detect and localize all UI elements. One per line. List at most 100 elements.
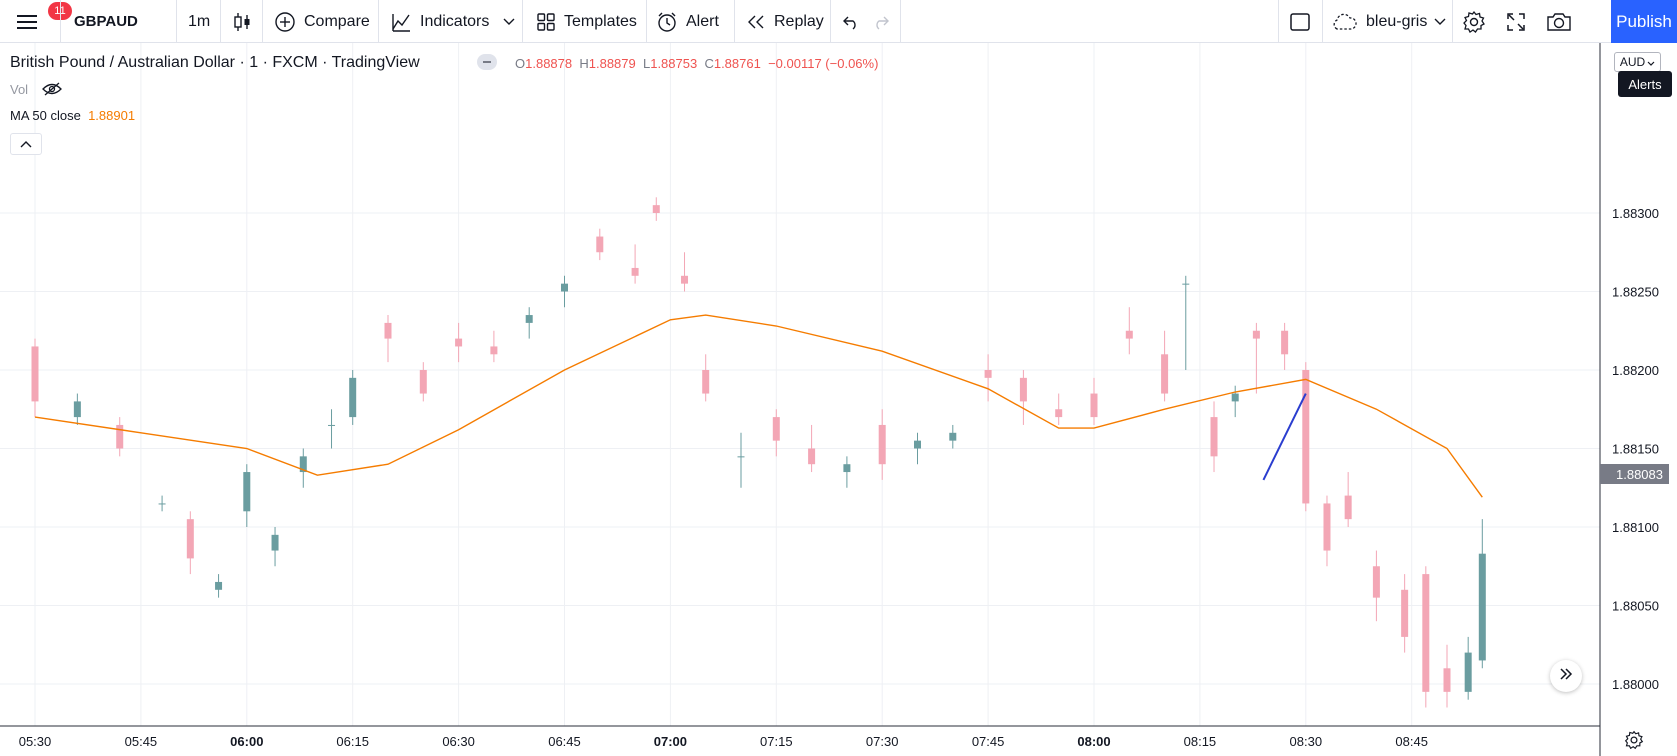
layout-name: bleu-gris [1366,12,1428,30]
candle-body [525,315,533,323]
gear-icon [1462,10,1486,34]
price-scale[interactable]: 1.88300 1.88250 1.88200 1.88150 1.88100 1.880… [1612,206,1659,756]
candle-body [808,448,816,465]
chart-grid [0,43,1600,726]
toolbar-divider [60,0,61,43]
time-scale[interactable]: 05:30 05:45 06:00 06:15 06:30 06:45 07:00 07:15… [19,734,1428,749]
gear-icon [1624,730,1644,754]
time-label: 06:00 [230,734,263,749]
time-label: 07:00 [654,734,687,749]
toolbar-divider [830,0,831,43]
open-value: 1.88878 [525,56,573,71]
candle-body [1090,393,1098,418]
indicators-icon [390,11,412,33]
toolbar-divider [734,0,735,43]
ma-value: 1.88901 [88,108,136,123]
candle-body [681,275,689,284]
price-label: 1.88100 [1612,520,1659,535]
candle-body [349,377,357,418]
time-label: 08:15 [1184,734,1217,749]
time-label: 08:00 [1077,734,1110,749]
candle-body [1281,330,1289,355]
indicators-label: Indicators [420,12,490,30]
candle-body [1210,417,1218,457]
price-label: 1.88050 [1612,599,1659,614]
time-label: 07:15 [760,734,793,749]
currency-selector[interactable]: AUD [1614,52,1661,72]
volume-label: Vol [10,82,29,97]
high-value: 1.88879 [588,56,636,71]
indicators-dropdown[interactable] [503,0,515,43]
hamburger-menu-icon [16,13,38,31]
toolbar-divider [220,0,221,43]
trend-line-drawing[interactable] [1262,393,1307,481]
snapshot-button[interactable] [1546,0,1572,43]
templates-button[interactable]: Templates [536,0,637,43]
time-label: 08:45 [1395,734,1428,749]
time-label: 06:45 [548,734,581,749]
toolbar-divider [262,0,263,43]
price-label: 1.88300 [1612,206,1659,221]
candle-body [299,456,307,473]
main-menu-button[interactable]: 11 [16,0,72,43]
candle-body [652,205,660,213]
replay-label: Replay [774,12,824,30]
redo-button[interactable] [872,0,890,43]
candle-body [73,401,81,418]
candle-body [1252,330,1260,339]
publish-button[interactable]: Publish [1611,0,1677,43]
compare-label: Compare [304,12,370,30]
collapse-legend-button[interactable] [10,133,42,155]
scale-settings-button[interactable] [1624,730,1646,752]
ma-legend[interactable]: MA 50 close 1.88901 [10,108,135,123]
time-label: 08:30 [1290,734,1323,749]
last-price-tag: 1.88083 [1600,464,1669,484]
candle-body [1019,377,1027,402]
scroll-to-realtime-button[interactable] [1550,660,1582,692]
eye-hidden-icon[interactable] [41,82,62,99]
candle-body [1422,574,1430,692]
volume-legend[interactable]: Vol [10,82,62,99]
candle-body [596,236,604,253]
candle-body [455,338,463,347]
settings-button[interactable] [1462,0,1486,43]
candles-icon [232,11,252,33]
close-value: 1.88761 [713,56,761,71]
candle-body [1182,283,1190,285]
layout-dropdown[interactable] [1434,0,1446,43]
toolbar-divider [378,0,379,43]
candle-body [984,370,992,378]
alert-button[interactable]: Alert [656,0,719,43]
candle-body [384,322,392,339]
candle-body [1478,553,1486,661]
fullscreen-button[interactable] [1506,0,1526,43]
fullscreen-toggle-button[interactable] [1289,0,1311,43]
chevron-down-icon [1434,18,1446,26]
price-label: 1.88000 [1612,677,1659,692]
symbol-title[interactable]: British Pound / Australian Dollar · 1 · … [10,54,420,71]
alert-label: Alert [686,12,719,30]
candle-body [843,464,851,473]
plus-circle-icon [274,11,296,33]
replay-button[interactable]: Replay [746,0,824,43]
price-label: 1.88200 [1612,363,1659,378]
layout-button[interactable]: bleu-gris [1330,0,1427,43]
indicators-button[interactable]: Indicators [390,0,489,43]
undo-button[interactable] [842,0,860,43]
price-chart[interactable]: 1.88300 1.88250 1.88200 1.88150 1.88100 1.880… [0,43,1677,756]
chevron-down-icon [1647,55,1655,69]
candle-body [1302,370,1310,504]
low-value: 1.88753 [650,56,698,71]
symbol-search-button[interactable]: GBPAUD [74,13,138,30]
double-chevron-right-icon [1559,667,1573,685]
market-status-pill[interactable] [477,54,497,70]
ma-label: MA 50 close [10,108,81,123]
candle-body [949,432,957,441]
candle-body [1401,589,1409,637]
ohlc-values: O1.88878 H1.88879 L1.88753 C1.88761 −0.0… [515,56,878,71]
interval-button[interactable]: 1m [188,12,211,30]
candle-body [1125,330,1133,339]
toolbar-divider [1452,0,1453,43]
compare-button[interactable]: Compare [274,0,370,43]
chart-style-button[interactable] [232,0,252,43]
